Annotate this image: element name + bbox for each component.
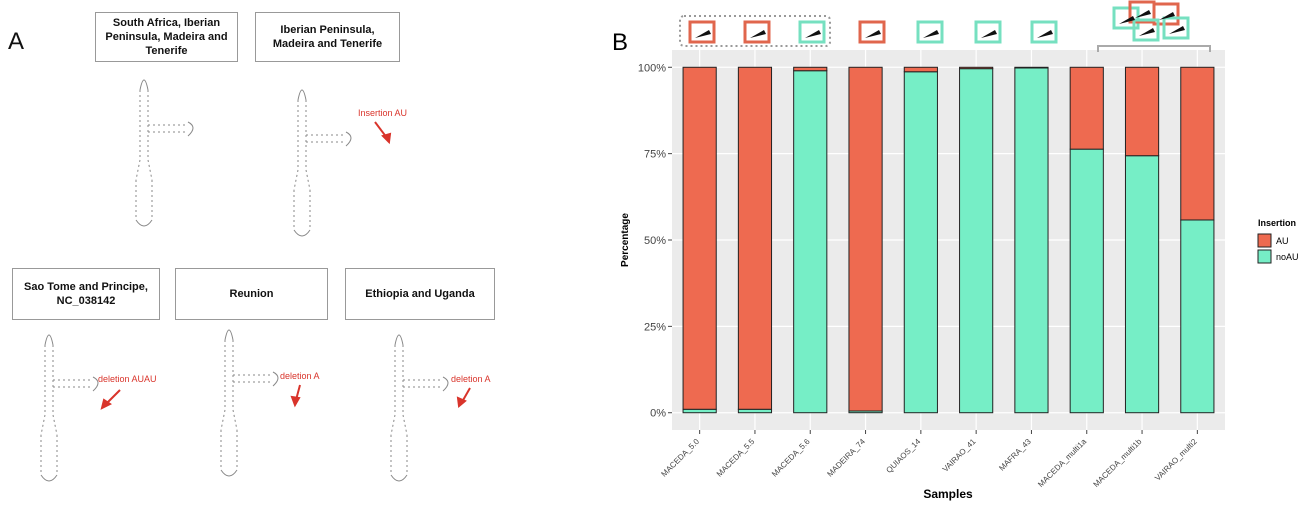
bar-segment — [794, 67, 827, 70]
bar-segment — [904, 67, 937, 71]
rna-structure — [221, 330, 278, 476]
y-tick-label: 50% — [644, 235, 666, 247]
x-tick-label: MACEDA_multi1a — [1036, 437, 1088, 489]
legend-label: AU — [1276, 236, 1289, 246]
panel-label: B — [612, 29, 628, 56]
x-tick-label: VAIRAO_multi2 — [1153, 437, 1199, 483]
x-tick-label: MACEDA_multi1b — [1092, 437, 1144, 489]
bar-segment — [683, 67, 716, 409]
bar-segment — [738, 409, 771, 412]
x-tick-label: MACEDA_5.5 — [715, 437, 757, 479]
page: {"panel_a": {"label": "A", "structures":… — [0, 0, 1314, 505]
x-tick-label: QUIAOS_14 — [884, 437, 922, 475]
x-tick-label: VAIRAO_41 — [941, 437, 978, 474]
bar-segment — [849, 67, 882, 411]
rna-structure — [41, 335, 98, 481]
bar-segment — [738, 67, 771, 409]
sample-icons — [680, 2, 1210, 52]
bar-segment — [1181, 220, 1214, 413]
x-tick-label: MADEIRA_74 — [825, 437, 867, 479]
x-tick-label: MACEDA_5.0 — [659, 437, 701, 479]
bar-segment — [794, 71, 827, 413]
structures — [0, 0, 600, 505]
bar-segment — [683, 409, 716, 412]
bar-segment — [1181, 67, 1214, 220]
legend-title: Insertion — [1258, 218, 1296, 228]
bar-segment — [1015, 67, 1048, 68]
y-axis-title: Percentage — [620, 213, 631, 267]
legend-swatch — [1258, 234, 1271, 247]
legend-label: noAU — [1276, 252, 1299, 262]
chart: B Percentage Samples 0% 25% 50% 75% 100% MACE… — [600, 0, 1314, 505]
x-tick-label: MACEDA_5.6 — [770, 437, 812, 479]
legend-swatch — [1258, 250, 1271, 263]
rna-structure — [294, 90, 351, 236]
y-tick-label: 100% — [638, 62, 666, 74]
bar-segment — [960, 67, 993, 68]
y-tick-label: 25% — [644, 321, 666, 333]
bar-segment — [1070, 149, 1103, 413]
x-axis-title: Samples — [923, 487, 973, 501]
y-tick-label: 0% — [650, 408, 666, 420]
bar-segment — [1015, 68, 1048, 413]
bar-segment — [1070, 67, 1103, 149]
rna-structure — [136, 80, 193, 226]
bar-segment — [1125, 67, 1158, 155]
bar-segment — [960, 69, 993, 413]
arrows — [102, 122, 470, 408]
bar-segment — [1125, 156, 1158, 413]
x-tick-label: MAFRA_43 — [997, 437, 1033, 473]
bar-segment — [904, 72, 937, 413]
y-tick-label: 75% — [644, 149, 666, 161]
rna-structure — [391, 335, 448, 481]
